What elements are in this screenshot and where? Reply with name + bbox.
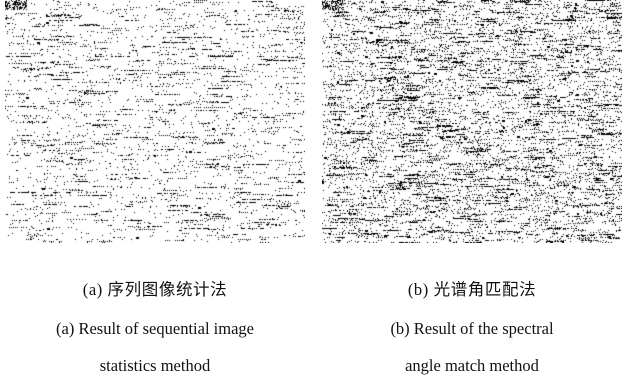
detection-map-b [322,0,622,243]
caption-en-a-line1: (a) Result of sequential image [56,319,254,338]
caption-cn-b: (b) 光谱角匹配法 [407,280,537,299]
detection-map-a [5,0,305,243]
caption-cn-a: (a) 序列图像统计法 [82,280,228,299]
panel-a: (a) 序列图像统计法 (a) Result of sequential ima… [5,0,305,375]
caption-en-a-line2: statistics method [99,356,211,375]
caption-en-b-line1: (b) Result of the spectral [390,319,554,338]
panel-b: (b) 光谱角匹配法 (b) Result of the spectral an… [322,0,622,375]
caption-en-b-line2: angle match method [405,356,539,375]
